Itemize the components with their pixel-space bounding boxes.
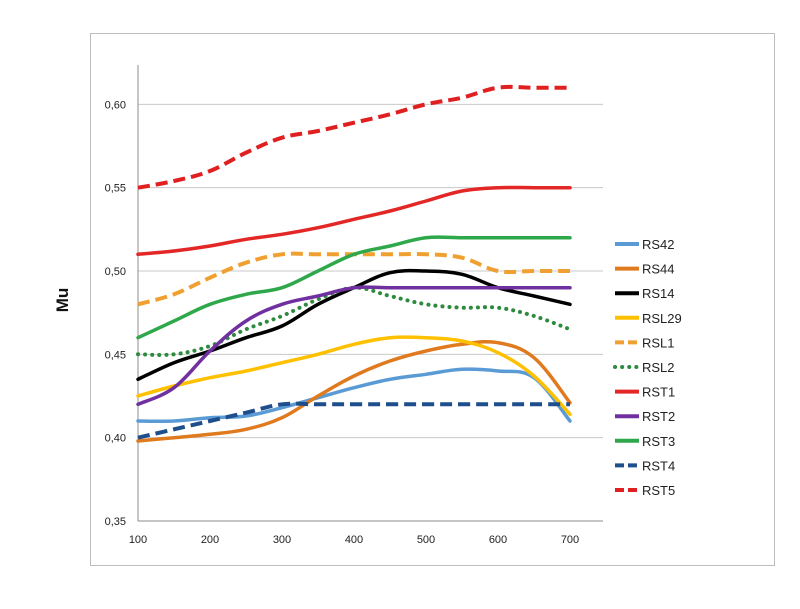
y-tick-label: 0,60 <box>105 99 126 111</box>
legend-label-rst5: RST5 <box>642 483 675 498</box>
legend: RS42 RS44 RS14 RSL29 RSL1 RSL2 RST1 RST2 RST3 RST… <box>613 237 682 498</box>
legend-label-rsl2: RSL2 <box>642 360 675 375</box>
legend-label-rst1: RST1 <box>642 385 675 400</box>
x-tick-label: 300 <box>273 534 291 546</box>
y-tick-label: 0,35 <box>105 516 126 528</box>
legend-label-rst3: RST3 <box>642 434 675 449</box>
chart-frame <box>90 33 775 566</box>
legend-label-rst4: RST4 <box>642 458 675 473</box>
series-line-rs44 <box>136 339 572 443</box>
legend-label-rs14: RS14 <box>642 286 675 301</box>
y-tick-label: 0,55 <box>105 183 126 195</box>
legend-label-rsl1: RSL1 <box>642 335 675 350</box>
series-line-rst5 <box>137 84 570 190</box>
series-line-rsl29 <box>136 335 572 417</box>
series-line-rst1 <box>136 185 572 257</box>
y-tick-label: 0,45 <box>105 349 126 361</box>
y-tick-label: 0,40 <box>105 433 126 445</box>
legend-label-rs42: RS42 <box>642 237 675 252</box>
series-line-rs42 <box>136 367 572 424</box>
axes: 0,35 0,40 0,45 0,50 0,55 0,60 100 200 300 400 500 6… <box>105 65 603 546</box>
x-tick-label: 500 <box>417 534 435 546</box>
series-line-rst2 <box>136 285 572 407</box>
x-tick-label: 400 <box>345 534 363 546</box>
legend-label-rst2: RST2 <box>642 409 675 424</box>
series-line-rst4 <box>137 401 570 440</box>
y-axis-title: Mu <box>53 288 72 313</box>
x-tick-label: 600 <box>489 534 507 546</box>
legend-label-rs44: RS44 <box>642 262 675 277</box>
x-tick-label: 200 <box>201 534 219 546</box>
series-line-rsl1 <box>137 251 570 307</box>
legend-label-rsl29: RSL29 <box>642 311 682 326</box>
x-tick-label: 100 <box>129 534 147 546</box>
series-line-rst3 <box>136 235 572 340</box>
y-tick-label: 0,50 <box>105 266 126 278</box>
x-tick-label: 700 <box>561 534 579 546</box>
series-lines <box>136 84 572 443</box>
